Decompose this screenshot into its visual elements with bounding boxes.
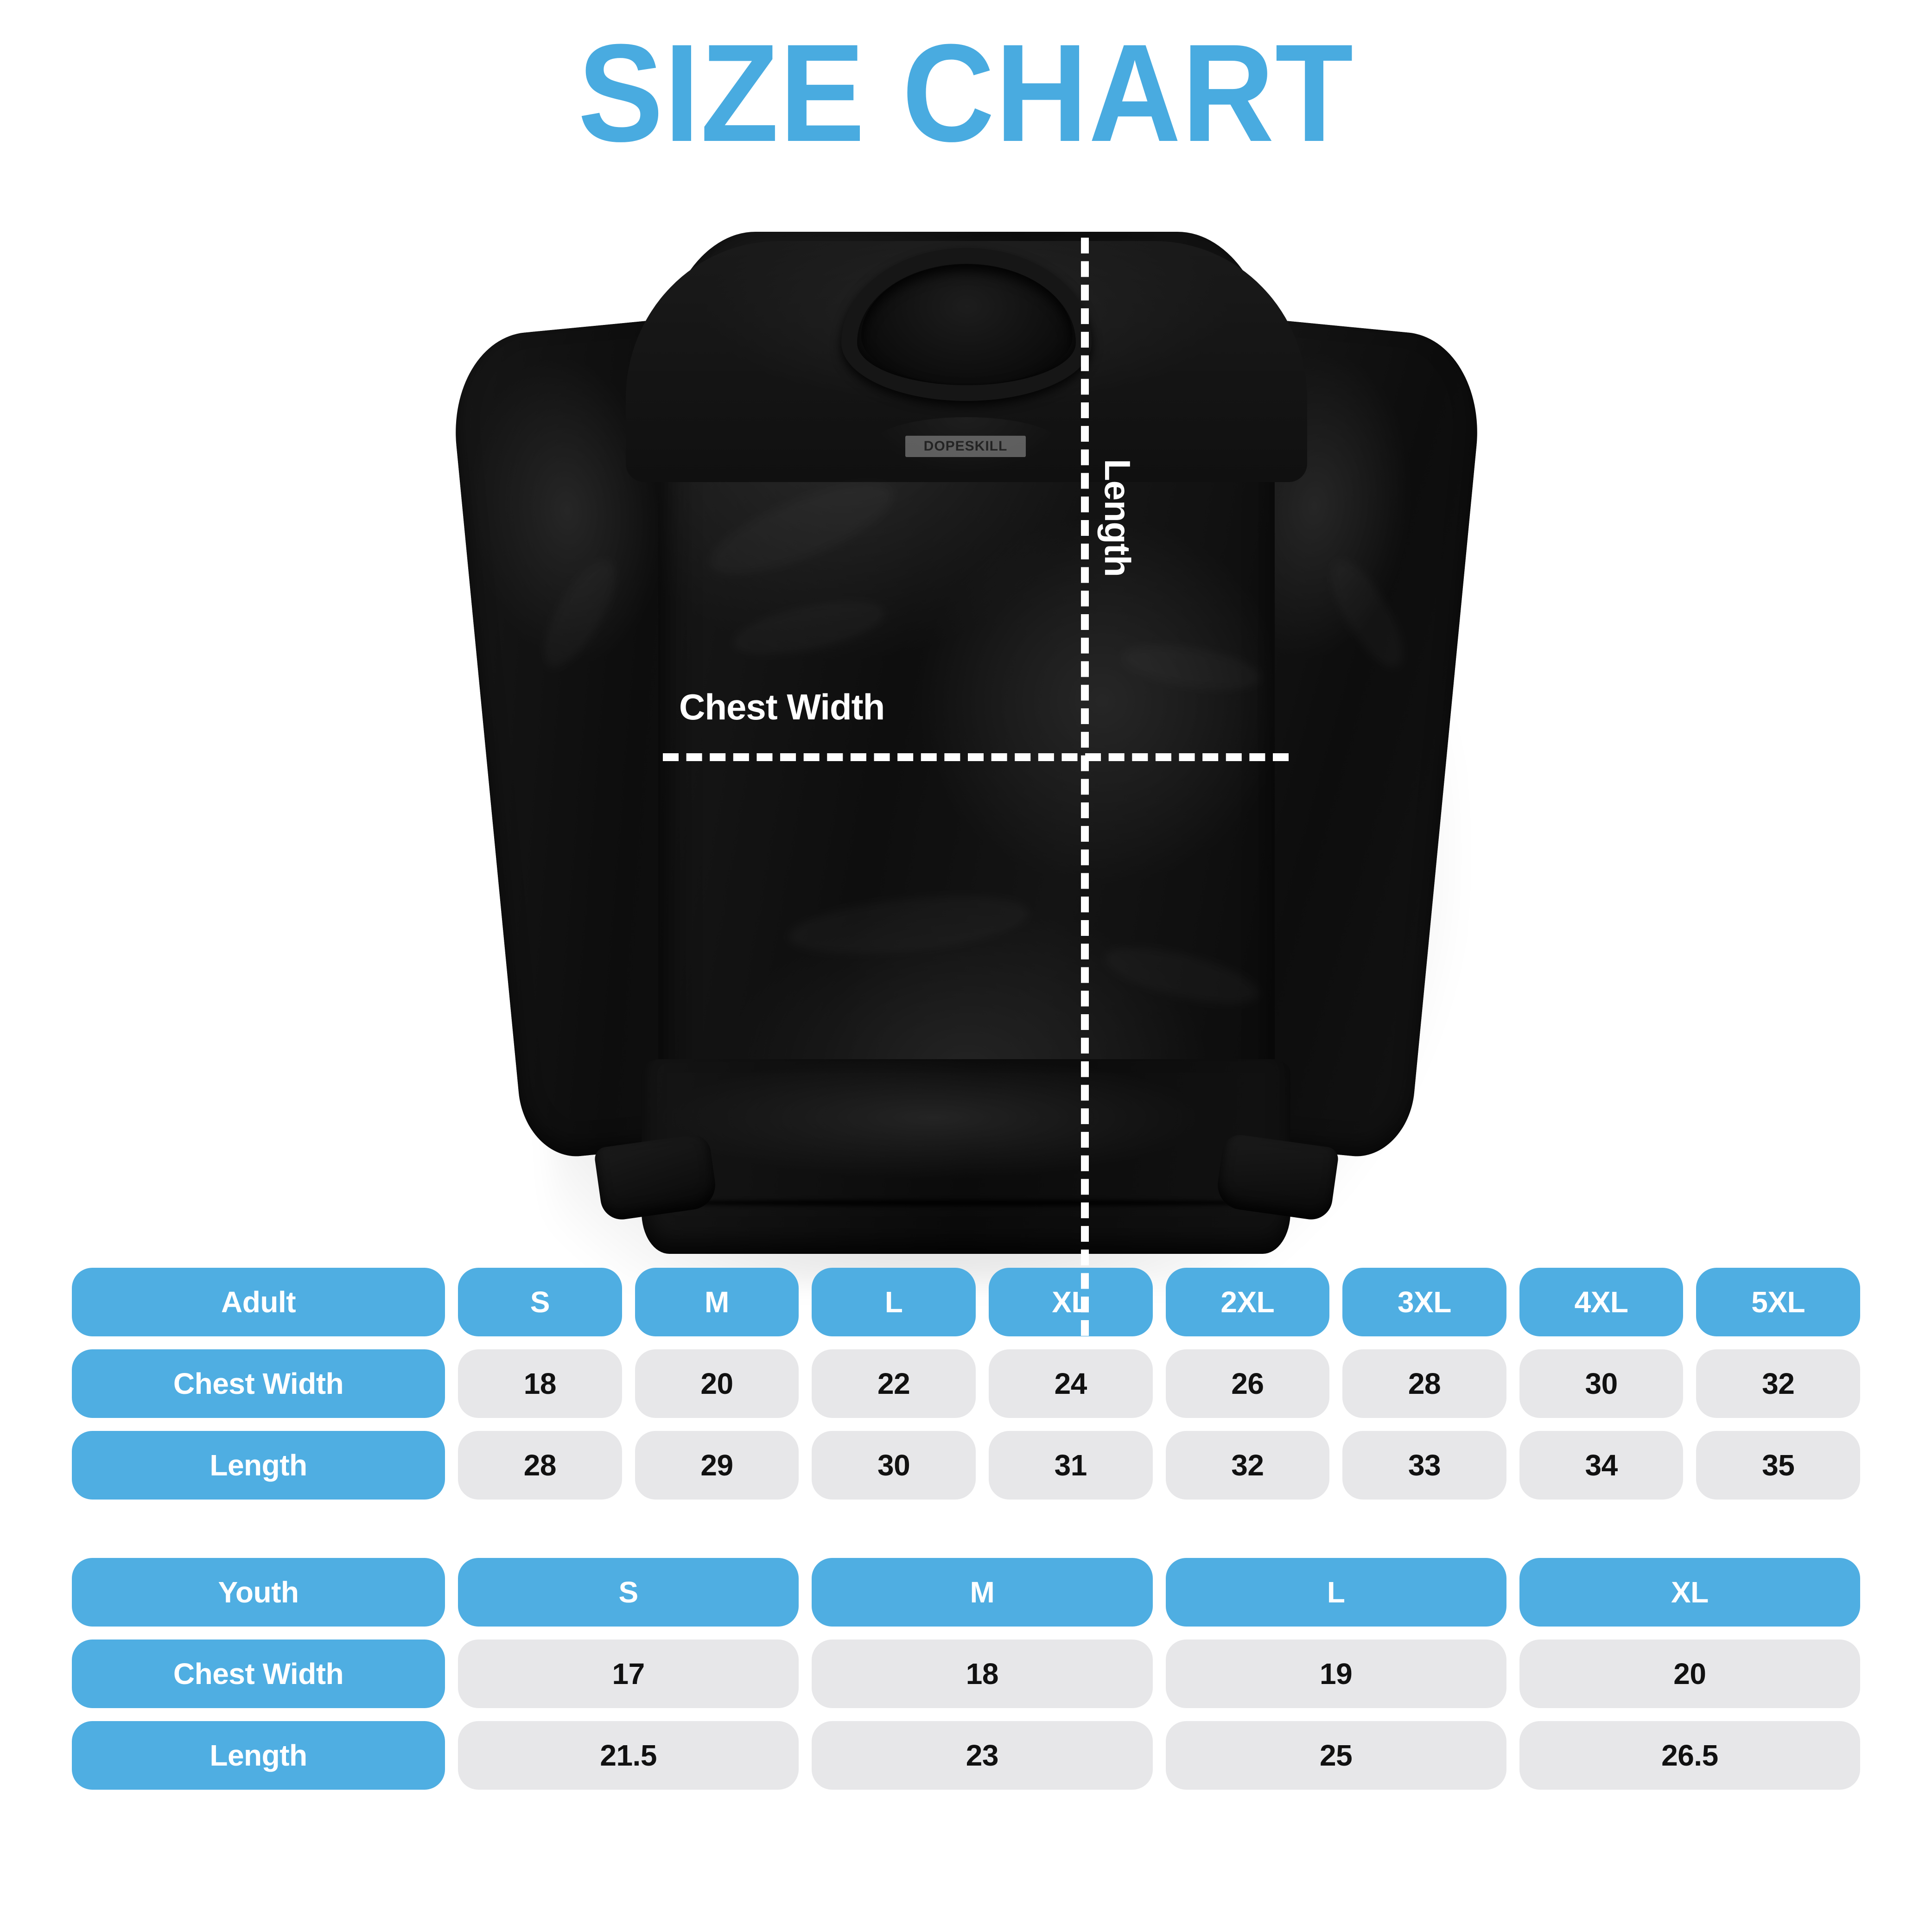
adult-length-4xl: 34: [1519, 1431, 1684, 1500]
adult-length-row: Length 28 29 30 31 32 33 34 35: [72, 1431, 1860, 1500]
adult-length-5xl: 35: [1696, 1431, 1860, 1500]
youth-length-l: 25: [1165, 1721, 1506, 1790]
adult-size-table: Adult S M L XL 2XL 3XL 4XL 5XL Chest Wid…: [0, 1268, 1932, 1500]
adult-length-l: 30: [812, 1431, 976, 1500]
adult-length-3xl: 33: [1342, 1431, 1506, 1500]
youth-chest-width-s: 17: [458, 1640, 799, 1708]
page-title: SIZE CHART: [578, 15, 1354, 171]
adult-length-label: Length: [72, 1431, 445, 1500]
youth-col-m: M: [812, 1558, 1153, 1627]
youth-col-xl: XL: [1519, 1558, 1860, 1627]
adult-chest-width-xl: 24: [988, 1349, 1153, 1418]
adult-length-xl: 31: [988, 1431, 1153, 1500]
adult-chest-width-s: 18: [458, 1349, 622, 1418]
adult-table-title: Adult: [72, 1268, 445, 1336]
youth-size-table: Youth S M L XL Chest Width 17 18 19 20 L…: [0, 1558, 1932, 1790]
adult-chest-width-4xl: 30: [1519, 1349, 1684, 1418]
adult-chest-width-5xl: 32: [1696, 1349, 1860, 1418]
adult-col-m: M: [635, 1268, 799, 1336]
youth-chest-width-xl: 20: [1519, 1640, 1860, 1708]
adult-col-s: S: [458, 1268, 622, 1336]
youth-header-row: Youth S M L XL: [72, 1558, 1860, 1627]
adult-col-5xl: 5XL: [1696, 1268, 1860, 1336]
youth-length-xl: 26.5: [1519, 1721, 1860, 1790]
chest-width-guide-line: [663, 753, 1289, 761]
chest-width-label: Chest Width: [679, 686, 885, 727]
shirt-hem: [642, 1059, 1290, 1254]
adult-length-m: 29: [635, 1431, 799, 1500]
youth-chest-width-l: 19: [1165, 1640, 1506, 1708]
adult-chest-width-l: 22: [812, 1349, 976, 1418]
adult-col-xl: XL: [988, 1268, 1153, 1336]
adult-col-4xl: 4XL: [1519, 1268, 1684, 1336]
neck-tag: DOPESKILL: [905, 436, 1026, 457]
adult-chest-width-label: Chest Width: [72, 1349, 445, 1418]
size-tables: Adult S M L XL 2XL 3XL 4XL 5XL Chest Wid…: [0, 1268, 1932, 1803]
youth-chest-width-row: Chest Width 17 18 19 20: [72, 1640, 1860, 1708]
adult-col-2xl: 2XL: [1165, 1268, 1330, 1336]
youth-length-s: 21.5: [458, 1721, 799, 1790]
adult-header-row: Adult S M L XL 2XL 3XL 4XL 5XL: [72, 1268, 1860, 1336]
adult-length-s: 28: [458, 1431, 622, 1500]
youth-chest-width-m: 18: [812, 1640, 1153, 1708]
adult-chest-width-row: Chest Width 18 20 22 24 26 28 30 32: [72, 1349, 1860, 1418]
youth-table-title: Youth: [72, 1558, 445, 1627]
youth-length-label: Length: [72, 1721, 445, 1790]
shirt-collar-opening: [861, 264, 1073, 385]
youth-col-l: L: [1165, 1558, 1506, 1627]
youth-chest-width-label: Chest Width: [72, 1640, 445, 1708]
youth-length-m: 23: [812, 1721, 1153, 1790]
youth-col-s: S: [458, 1558, 799, 1627]
youth-length-row: Length 21.5 23 25 26.5: [72, 1721, 1860, 1790]
adult-length-2xl: 32: [1165, 1431, 1330, 1500]
adult-chest-width-m: 20: [635, 1349, 799, 1418]
garment-illustration: DOPESKILL Chest Width Length: [0, 176, 1932, 1336]
table-section-spacer: [0, 1513, 1932, 1558]
adult-col-l: L: [812, 1268, 976, 1336]
shirt-hem-stitch: [649, 1200, 1284, 1206]
length-guide-line: [1081, 214, 1089, 1336]
adult-col-3xl: 3XL: [1342, 1268, 1506, 1336]
adult-chest-width-2xl: 26: [1165, 1349, 1330, 1418]
adult-chest-width-3xl: 28: [1342, 1349, 1506, 1418]
length-label: Length: [1097, 459, 1138, 577]
